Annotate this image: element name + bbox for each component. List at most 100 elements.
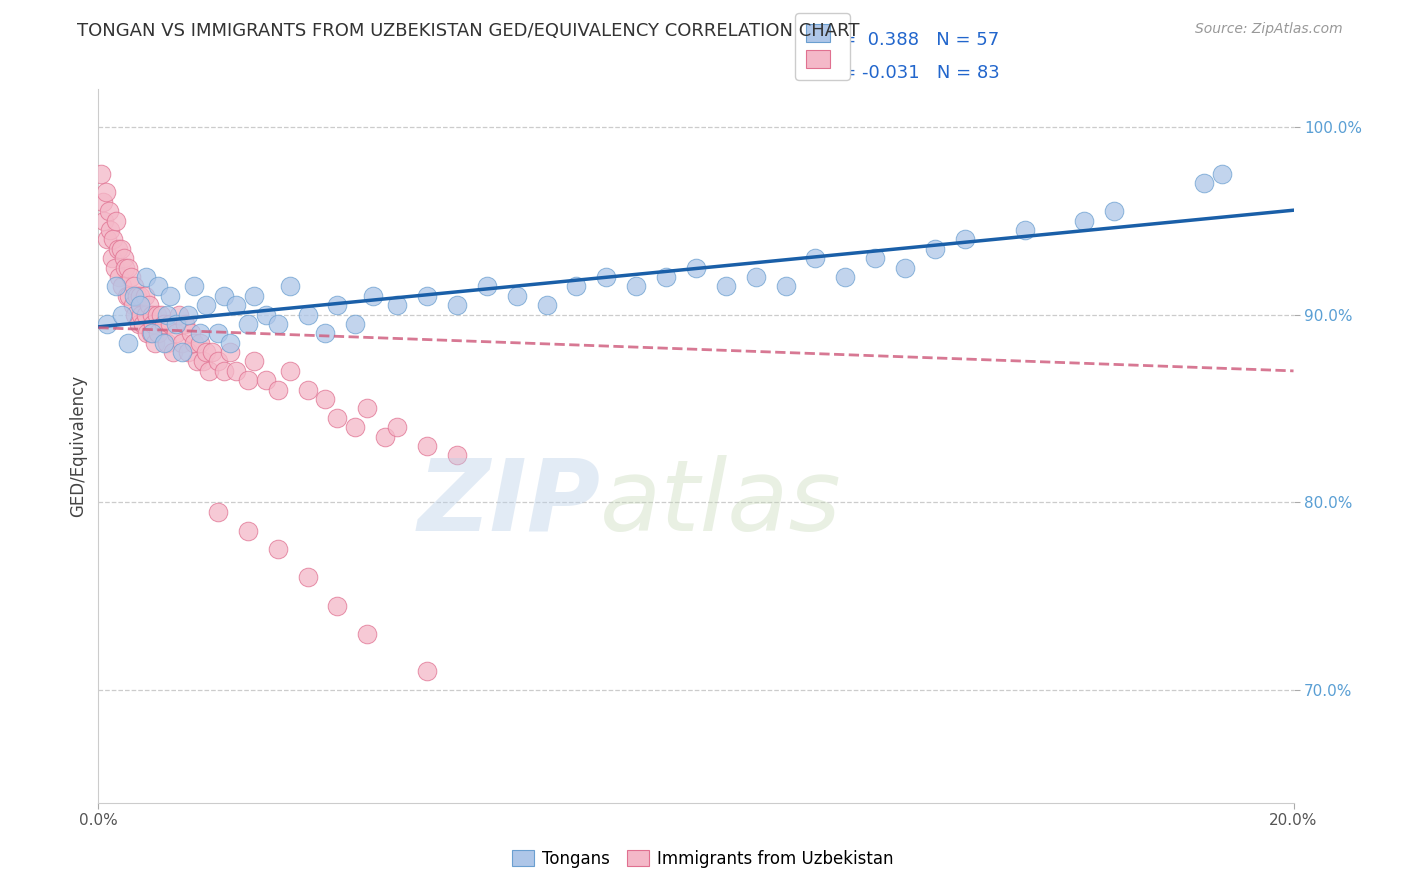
Point bbox=[183, 335, 205, 350]
Point bbox=[326, 298, 349, 312]
Point bbox=[714, 279, 737, 293]
Point bbox=[924, 242, 946, 256]
Point bbox=[219, 345, 242, 359]
Text: TONGAN VS IMMIGRANTS FROM UZBEKISTAN GED/EQUIVALENCY CORRELATION CHART: TONGAN VS IMMIGRANTS FROM UZBEKISTAN GED… bbox=[77, 22, 860, 40]
Point bbox=[195, 345, 218, 359]
Point bbox=[207, 326, 229, 341]
Point bbox=[90, 167, 112, 181]
Point bbox=[156, 335, 179, 350]
Point bbox=[655, 270, 678, 285]
Point bbox=[186, 354, 208, 368]
Point bbox=[98, 204, 121, 219]
Point bbox=[117, 260, 139, 275]
Point bbox=[100, 251, 122, 265]
Point bbox=[128, 317, 150, 331]
Point bbox=[143, 335, 166, 350]
Point bbox=[115, 289, 138, 303]
Y-axis label: GED/Equivalency: GED/Equivalency bbox=[69, 375, 87, 517]
Point bbox=[1104, 204, 1126, 219]
Text: R =  0.388   N = 57: R = 0.388 N = 57 bbox=[823, 31, 998, 49]
Point bbox=[124, 279, 146, 293]
Point bbox=[105, 213, 128, 227]
Point bbox=[103, 232, 125, 246]
Point bbox=[267, 383, 290, 397]
Point bbox=[148, 326, 170, 341]
Point bbox=[159, 289, 181, 303]
Point bbox=[91, 194, 114, 209]
Point bbox=[595, 270, 617, 285]
Point bbox=[191, 354, 214, 368]
Point bbox=[207, 505, 229, 519]
Point bbox=[146, 308, 169, 322]
Point bbox=[416, 439, 439, 453]
Point bbox=[804, 251, 827, 265]
Point bbox=[188, 335, 211, 350]
Point bbox=[326, 599, 349, 613]
Point bbox=[172, 345, 194, 359]
Point bbox=[129, 289, 152, 303]
Text: atlas: atlas bbox=[600, 455, 842, 551]
Point bbox=[626, 279, 648, 293]
Point bbox=[212, 289, 235, 303]
Point bbox=[506, 289, 529, 303]
Point bbox=[315, 392, 337, 406]
Point bbox=[1192, 176, 1215, 190]
Point bbox=[475, 279, 498, 293]
Point bbox=[834, 270, 856, 285]
Point bbox=[374, 429, 396, 443]
Point bbox=[153, 335, 176, 350]
Point bbox=[236, 524, 259, 538]
Point bbox=[225, 364, 247, 378]
Point bbox=[446, 449, 468, 463]
Point bbox=[122, 298, 145, 312]
Point bbox=[416, 665, 439, 679]
Point bbox=[188, 326, 211, 341]
Text: Source: ZipAtlas.com: Source: ZipAtlas.com bbox=[1195, 22, 1343, 37]
Point bbox=[174, 317, 197, 331]
Point bbox=[745, 270, 768, 285]
Point bbox=[1073, 213, 1095, 227]
Point bbox=[243, 289, 266, 303]
Point bbox=[207, 354, 229, 368]
Point bbox=[117, 335, 139, 350]
Point bbox=[132, 317, 155, 331]
Point bbox=[156, 308, 179, 322]
Point bbox=[198, 364, 221, 378]
Point bbox=[297, 570, 319, 584]
Point bbox=[104, 260, 127, 275]
Point bbox=[278, 279, 301, 293]
Point bbox=[385, 298, 409, 312]
Point bbox=[124, 289, 146, 303]
Point bbox=[118, 289, 141, 303]
Point bbox=[172, 335, 194, 350]
Point bbox=[153, 317, 176, 331]
Point bbox=[96, 317, 118, 331]
Point bbox=[135, 270, 157, 285]
Point bbox=[141, 326, 163, 341]
Point bbox=[105, 279, 128, 293]
Point bbox=[150, 308, 173, 322]
Point bbox=[1014, 223, 1036, 237]
Point bbox=[775, 279, 797, 293]
Point bbox=[148, 279, 170, 293]
Point bbox=[243, 354, 266, 368]
Point bbox=[195, 298, 218, 312]
Point bbox=[111, 308, 134, 322]
Point bbox=[124, 308, 146, 322]
Point bbox=[167, 308, 190, 322]
Point bbox=[135, 308, 157, 322]
Point bbox=[297, 383, 319, 397]
Point bbox=[110, 242, 132, 256]
Legend: Tongans, Immigrants from Uzbekistan: Tongans, Immigrants from Uzbekistan bbox=[506, 844, 900, 875]
Point bbox=[219, 335, 242, 350]
Point bbox=[177, 345, 200, 359]
Point bbox=[278, 364, 301, 378]
Point bbox=[165, 317, 187, 331]
Point bbox=[112, 251, 135, 265]
Point bbox=[865, 251, 887, 265]
Point bbox=[326, 410, 349, 425]
Point bbox=[236, 317, 259, 331]
Point bbox=[120, 270, 142, 285]
Point bbox=[236, 373, 259, 387]
Point bbox=[96, 232, 118, 246]
